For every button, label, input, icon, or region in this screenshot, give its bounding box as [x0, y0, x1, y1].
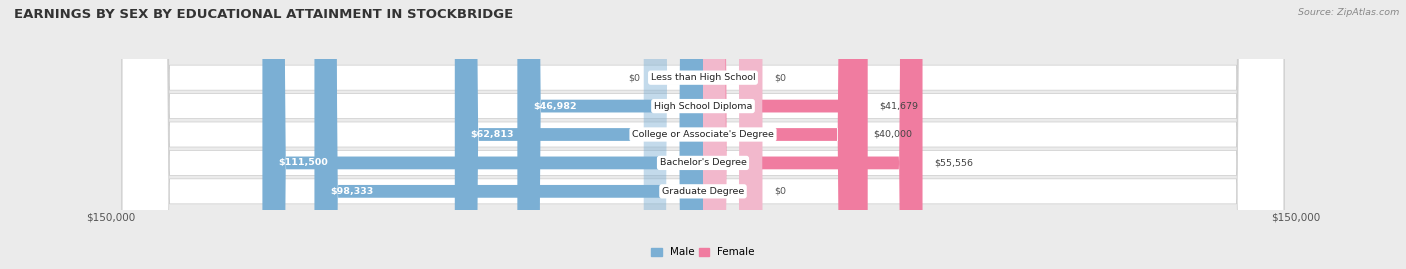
Text: $0: $0: [775, 187, 786, 196]
FancyBboxPatch shape: [315, 0, 703, 269]
FancyBboxPatch shape: [703, 0, 762, 269]
Text: $111,500: $111,500: [278, 158, 328, 167]
Text: $40,000: $40,000: [873, 130, 912, 139]
FancyBboxPatch shape: [122, 0, 1284, 269]
Text: College or Associate's Degree: College or Associate's Degree: [633, 130, 773, 139]
FancyBboxPatch shape: [122, 0, 1284, 269]
Text: $55,556: $55,556: [935, 158, 973, 167]
Text: Graduate Degree: Graduate Degree: [662, 187, 744, 196]
FancyBboxPatch shape: [517, 0, 703, 269]
Text: $46,982: $46,982: [533, 102, 576, 111]
FancyBboxPatch shape: [703, 0, 860, 269]
Legend: Male, Female: Male, Female: [651, 247, 755, 257]
FancyBboxPatch shape: [122, 0, 1284, 269]
FancyBboxPatch shape: [454, 0, 703, 269]
Text: $0: $0: [775, 73, 786, 82]
Text: Bachelor's Degree: Bachelor's Degree: [659, 158, 747, 167]
Text: $98,333: $98,333: [330, 187, 374, 196]
Text: High School Diploma: High School Diploma: [654, 102, 752, 111]
Text: Source: ZipAtlas.com: Source: ZipAtlas.com: [1298, 8, 1399, 17]
Text: $0: $0: [627, 73, 640, 82]
FancyBboxPatch shape: [122, 0, 1284, 269]
FancyBboxPatch shape: [263, 0, 703, 269]
Text: $41,679: $41,679: [880, 102, 918, 111]
FancyBboxPatch shape: [644, 0, 703, 269]
FancyBboxPatch shape: [703, 0, 868, 269]
FancyBboxPatch shape: [703, 0, 762, 269]
Text: Less than High School: Less than High School: [651, 73, 755, 82]
Text: EARNINGS BY SEX BY EDUCATIONAL ATTAINMENT IN STOCKBRIDGE: EARNINGS BY SEX BY EDUCATIONAL ATTAINMEN…: [14, 8, 513, 21]
FancyBboxPatch shape: [703, 0, 922, 269]
Text: $62,813: $62,813: [471, 130, 515, 139]
FancyBboxPatch shape: [122, 0, 1284, 269]
